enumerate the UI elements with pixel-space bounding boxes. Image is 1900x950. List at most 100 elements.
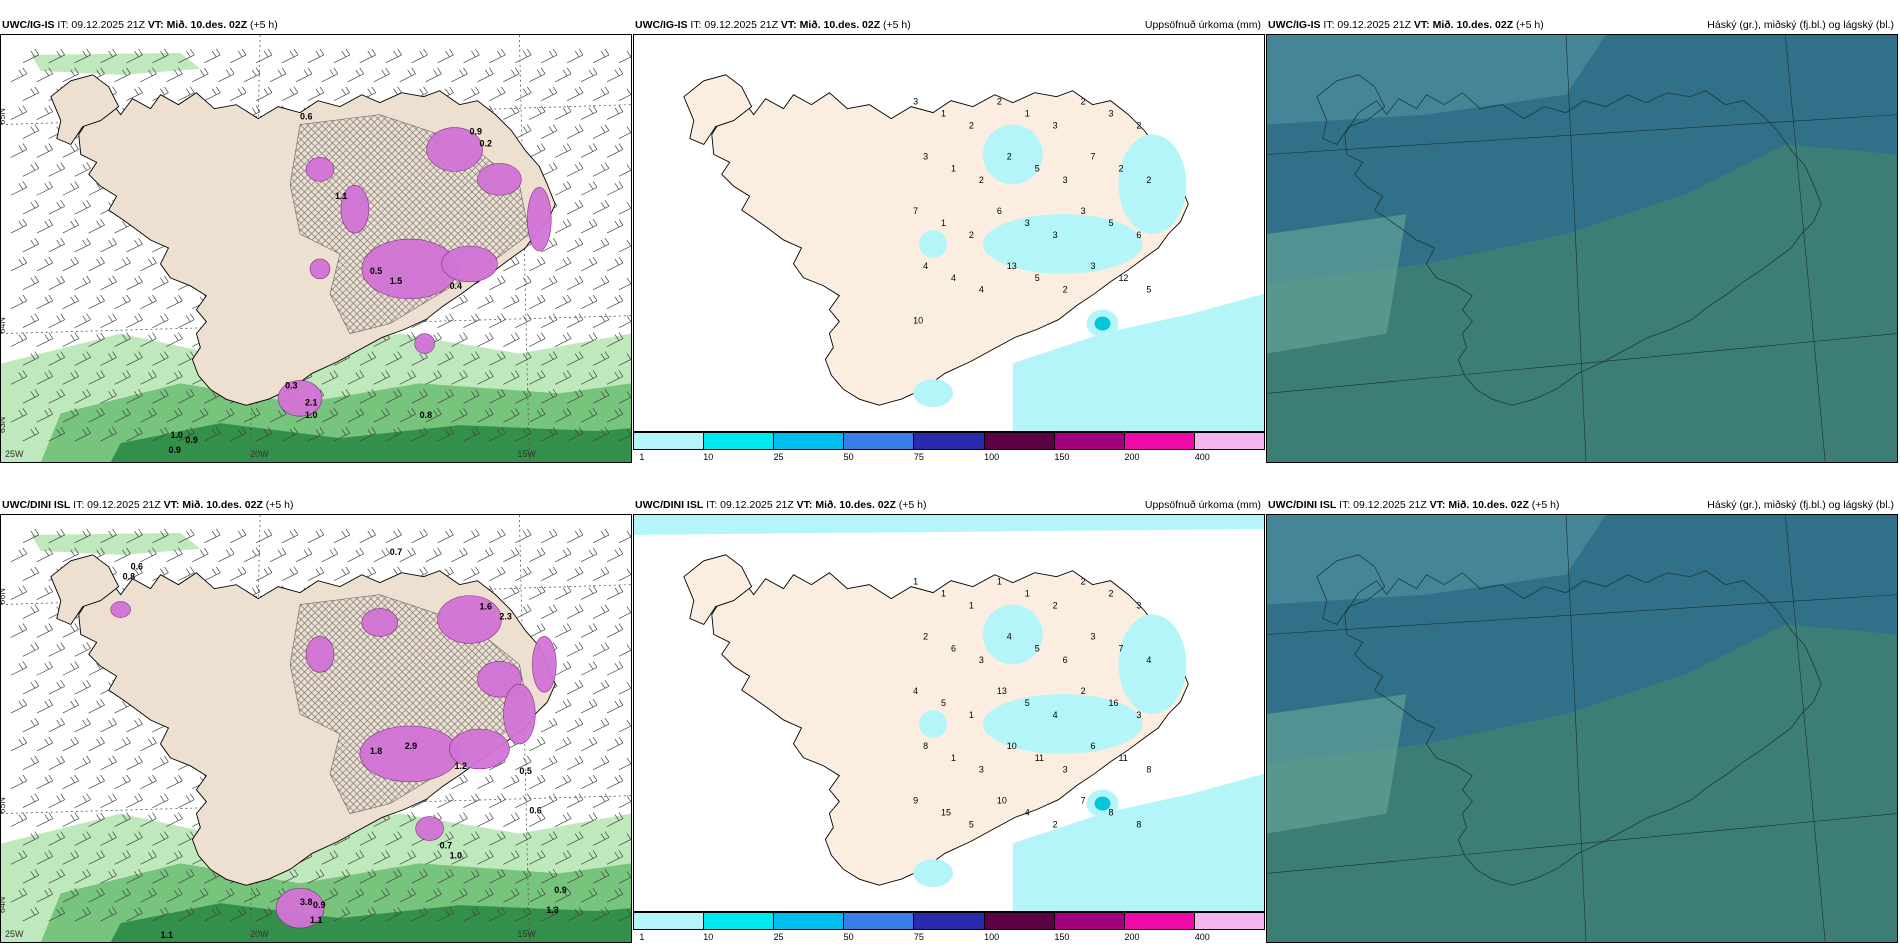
wind-barb-icon xyxy=(463,566,480,582)
wind-barb-icon xyxy=(74,642,91,657)
wind-barb-icon xyxy=(74,717,91,733)
wind-barb-icon xyxy=(399,332,416,347)
wind-barb-icon xyxy=(36,256,54,272)
precip-value-label: 13 xyxy=(1007,261,1017,271)
wind-barb-icon xyxy=(152,869,169,884)
wind-barb-icon xyxy=(529,850,546,865)
wind-barb-icon xyxy=(566,86,584,102)
map-frame[interactable] xyxy=(1266,514,1898,943)
wind-barb-icon xyxy=(100,351,117,366)
wind-barb-icon xyxy=(503,370,520,385)
wind-barb-icon xyxy=(22,426,40,442)
precip-value-label: 11 xyxy=(1118,753,1127,763)
wind-barb-icon xyxy=(140,774,157,790)
map-frame[interactable] xyxy=(1266,34,1898,463)
wind-barb-icon xyxy=(48,717,65,733)
precip-value-label: 2 xyxy=(1081,97,1086,107)
wind-barb-icon xyxy=(618,200,631,215)
precip-value-label: 2 xyxy=(979,175,984,185)
panel-title: UWC/DINI ISL IT: 09.12.2025 21Z VT: Mið.… xyxy=(1268,499,1560,511)
wind-barb-icon xyxy=(36,888,54,903)
wind-barb-icon xyxy=(230,528,247,544)
colorbar-swatch xyxy=(984,913,1055,929)
precip-value-label: 2 xyxy=(997,97,1002,107)
wind-barb-icon xyxy=(22,604,40,619)
map-frame[interactable]: 0.8 0.6 0.7 1.6 2.3 1.8 2.9 1.2 0.5 0.6 0.7 1.0 1.3 0… xyxy=(0,514,632,943)
wind-barb-icon xyxy=(503,888,520,903)
panel-title: UWC/IG-IS IT: 09.12.2025 21Z VT: Mið. 10… xyxy=(1268,19,1544,31)
wind-barb-icon xyxy=(515,389,532,404)
wind-barb-icon xyxy=(566,642,584,657)
wind-barb-icon xyxy=(592,528,610,544)
wind-barb-icon xyxy=(22,275,40,291)
wind-barb-icon xyxy=(618,831,631,846)
wind-barb-icon xyxy=(606,774,624,790)
wind-barb-icon xyxy=(554,623,572,638)
wind-barb-icon xyxy=(48,48,65,64)
wind-barb-icon xyxy=(592,313,610,328)
map-frame[interactable]: 3 1 2 2 1 3 2 3 2 3 1 2 2 5 3 7 2 2 7 1 2 6 3 3 3 5 6 4 4 4 13 5 2 3 12 5 10 xyxy=(633,34,1265,432)
wind-barb-icon xyxy=(411,426,428,442)
wind-barb-icon xyxy=(566,566,584,582)
map-frame[interactable]: 1 1 1 1 1 2 2 2 3 2 6 3 4 5 6 3 7 4 4 5 1 13 5 4 2 16 3 8 1 3 10 11 3 6 11… xyxy=(633,514,1265,912)
wind-barb-icon xyxy=(10,888,28,903)
precip-value-label: 3 xyxy=(979,765,984,775)
wind-barb-icon xyxy=(140,547,157,563)
wind-barb-icon xyxy=(114,888,131,903)
wind-barb-icon xyxy=(10,294,28,310)
wind-barb-icon xyxy=(566,528,584,544)
colorbar-swatch xyxy=(1054,433,1125,449)
wind-barb-icon xyxy=(22,162,40,177)
wind-barb-icon xyxy=(100,528,117,544)
wind-barb-icon xyxy=(321,547,339,563)
surface-map: 0.60.90.21.10.51.5 0.40.32.11.0 0.80.90.91… xyxy=(1,35,631,462)
wind-barb-icon xyxy=(529,623,546,638)
colorbar-swatch xyxy=(774,913,845,929)
wind-barb-icon xyxy=(48,426,65,442)
wind-barb-icon xyxy=(529,332,546,347)
cloud-title: Háský (gr.), miðský (fj.bl.) og lágský (… xyxy=(1707,19,1894,31)
map-value-label: 1.0 xyxy=(170,430,182,440)
map-frame[interactable]: 0.6 0.9 0.2 1.1 0.5 1.5 0.4 0.3 2.1 1.0 0.8 0.9 0.9 1… xyxy=(0,34,632,463)
wind-barb-icon xyxy=(36,585,54,600)
map-value-label: 0.4 xyxy=(450,281,462,291)
wind-barb-icon xyxy=(592,717,610,733)
wind-barb-icon xyxy=(22,717,40,733)
wind-barb-icon xyxy=(321,408,339,423)
wind-barb-icon xyxy=(477,67,494,83)
colorbar-swatch xyxy=(844,433,915,449)
wind-barb-icon xyxy=(529,143,546,158)
wind-barb-icon xyxy=(606,736,624,752)
wind-barb-icon xyxy=(88,736,105,752)
wind-barb-icon xyxy=(166,547,183,563)
wind-barb-icon xyxy=(451,294,468,310)
wind-barb-icon xyxy=(399,370,416,385)
wind-barb-icon xyxy=(451,812,468,827)
wind-barb-icon xyxy=(10,736,28,752)
wind-barb-icon xyxy=(489,389,506,404)
wind-barb-icon xyxy=(307,566,325,582)
wind-barb-icon xyxy=(230,426,247,442)
wind-barb-icon xyxy=(114,370,131,385)
wind-barb-icon xyxy=(411,869,428,884)
wind-barb-icon xyxy=(477,294,494,310)
wind-barb-icon xyxy=(36,105,54,120)
wind-barb-icon xyxy=(307,869,325,884)
wind-barb-icon xyxy=(489,313,506,328)
precip-zone xyxy=(913,379,953,408)
precip-value-label: 2 xyxy=(1081,577,1086,587)
wind-barb-icon xyxy=(618,313,631,328)
wind-barb-icon xyxy=(373,67,390,83)
wind-barb-icon xyxy=(566,200,584,215)
precip-cell xyxy=(477,661,522,698)
wind-barb-icon xyxy=(22,313,40,328)
wind-barb-icon xyxy=(10,698,28,714)
cloud-panel: UWC/DINI ISL IT: 09.12.2025 21Z VT: Mið.… xyxy=(1266,495,1898,945)
wind-barb-icon xyxy=(503,547,520,563)
wind-barb-icon xyxy=(126,389,143,404)
wind-barb-icon xyxy=(399,67,416,83)
colorbar-labels: 1 10 25 50 75 100 150 200 400 xyxy=(633,452,1265,464)
map-value-label: 1.1 xyxy=(335,191,347,201)
map-value-label: 0.3 xyxy=(285,380,297,390)
panel-title: UWC/DINI ISL IT: 09.12.2025 21Z VT: Mið.… xyxy=(2,499,294,511)
